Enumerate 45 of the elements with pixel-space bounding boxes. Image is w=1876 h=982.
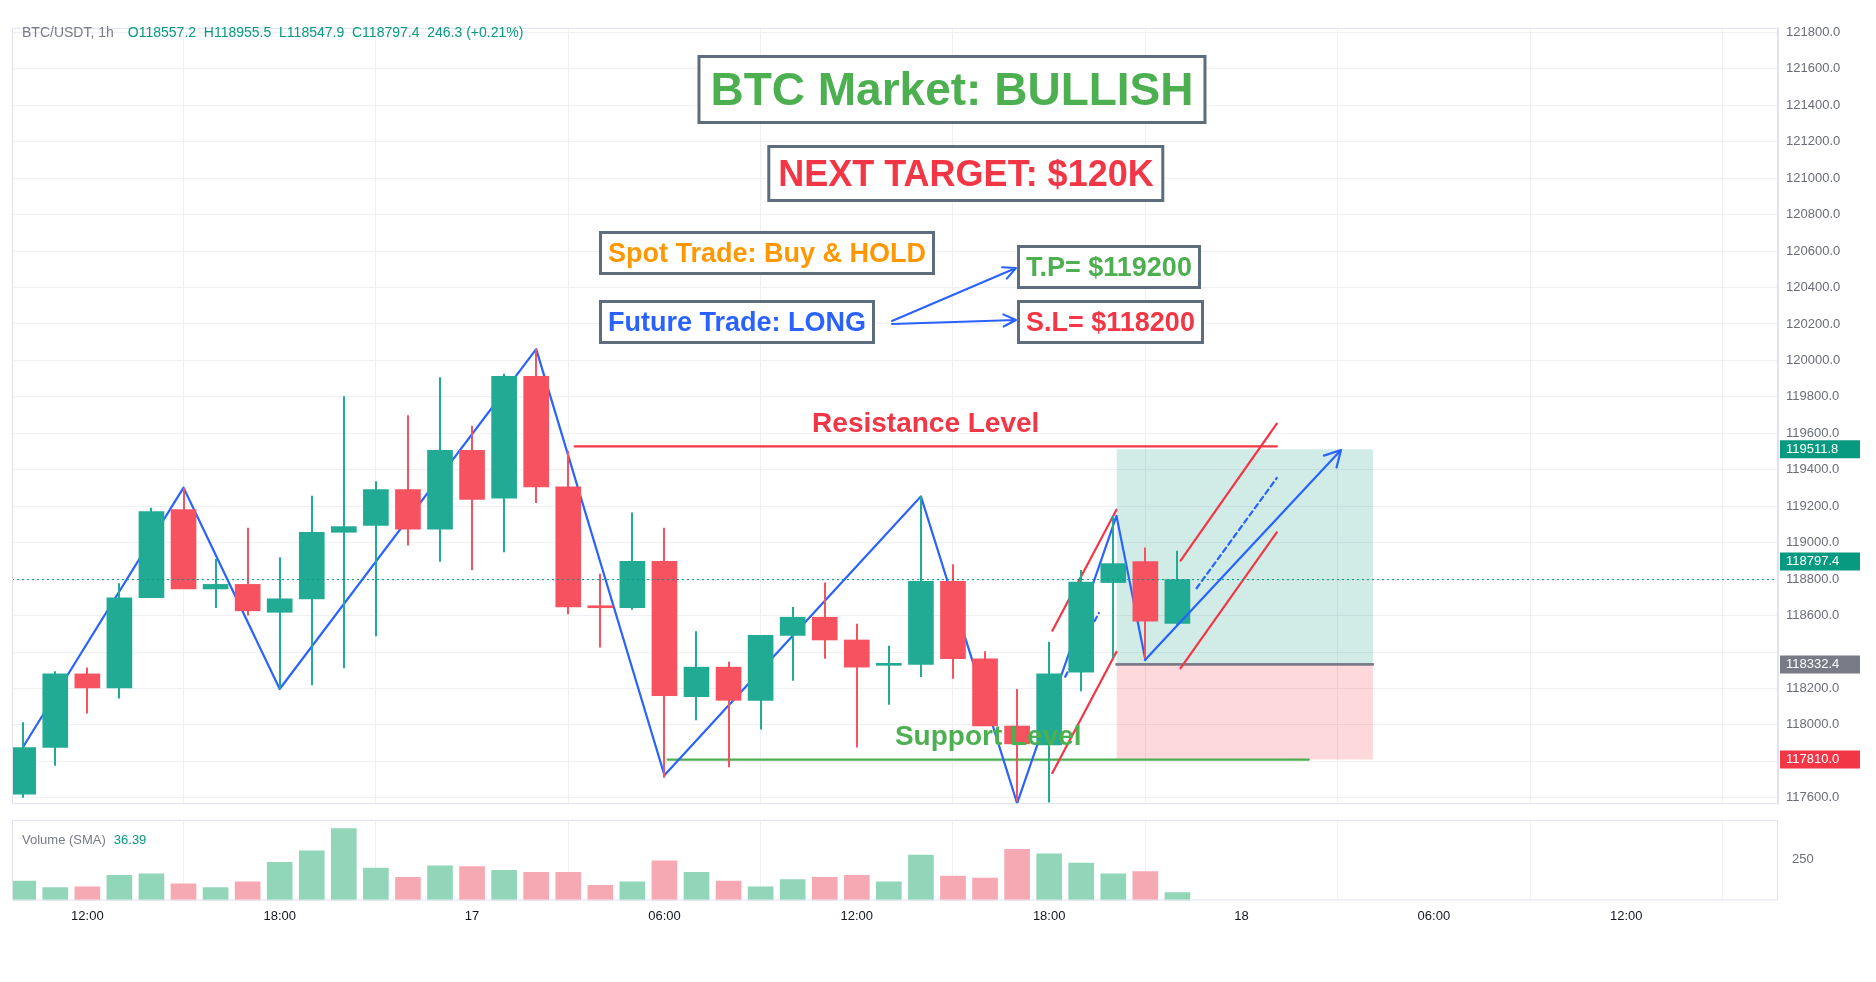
annotation: BTC/USDT, 1h — [22, 24, 114, 40]
annotation: 36.39 — [113, 832, 147, 847]
y-tick-label: 118600.0 — [1786, 607, 1840, 623]
y-tick-label: 119600.0 — [1786, 424, 1840, 440]
y-tick-label: 119400.0 — [1786, 461, 1840, 477]
x-tick-label: 17 — [464, 907, 480, 923]
text: 119511.8 — [1786, 440, 1839, 456]
y-tick-label: 119800.0 — [1786, 388, 1840, 404]
y-tick-label: 121000.0 — [1786, 169, 1841, 185]
text: 250 — [1792, 851, 1814, 866]
x-tick-label: 18 — [1234, 907, 1249, 923]
y-tick-label: 120800.0 — [1786, 206, 1841, 222]
y-tick-label: 120600.0 — [1786, 242, 1841, 258]
text: 117810.0 — [1786, 751, 1840, 767]
x-tick-label: 12:00 — [840, 907, 874, 923]
x-tick-label: 12:00 — [71, 907, 104, 923]
annotation: Future Trade: LONG — [599, 300, 876, 345]
x-tick-label: 18:00 — [1032, 907, 1066, 923]
annotation: Spot Trade: Buy & HOLD — [599, 231, 936, 276]
y-tick-label: 121200.0 — [1786, 133, 1841, 149]
text: BTC Market: BULLISH — [697, 55, 1207, 125]
x-tick-label: 12:00 — [1609, 907, 1643, 923]
y-tick-label: 119000.0 — [1786, 534, 1840, 550]
annotation: T.P= $119200 — [1017, 245, 1201, 290]
y-tick-label: 118800.0 — [1786, 570, 1840, 586]
x-tick-label: 06:00 — [648, 907, 681, 923]
y-tick-label: 121600.0 — [1786, 60, 1841, 76]
y-tick-label: 120000.0 — [1786, 351, 1841, 367]
y-tick-label: 118000.0 — [1786, 716, 1840, 732]
text: 118332.4 — [1786, 655, 1840, 671]
y-tick-label: 121400.0 — [1786, 96, 1841, 112]
ref-line-label: 118797.4 — [1786, 553, 1840, 569]
series-label: Resistance Level — [812, 407, 1040, 439]
y-tick-label: 120200.0 — [1786, 315, 1841, 331]
y-tick-label: 117600.0 — [1786, 789, 1840, 805]
y-tick-label: 121800.0 — [1786, 23, 1841, 39]
annotation: O118557.2 H118955.5 L118547.9 C118797.4 246.3 (+0.21%) — [127, 24, 524, 40]
text: NEXT TARGET: $120K — [767, 145, 1165, 203]
y-tick-label: 120400.0 — [1786, 279, 1841, 295]
x-tick-label: 06:00 — [1417, 907, 1451, 923]
chart-title: Volume (SMA) — [22, 832, 106, 847]
y-tick-label: 119200.0 — [1786, 497, 1840, 513]
y-tick-label: 118200.0 — [1786, 680, 1840, 696]
x-tick-label: 18:00 — [263, 907, 296, 923]
annotation: S.L= $118200 — [1017, 300, 1204, 345]
